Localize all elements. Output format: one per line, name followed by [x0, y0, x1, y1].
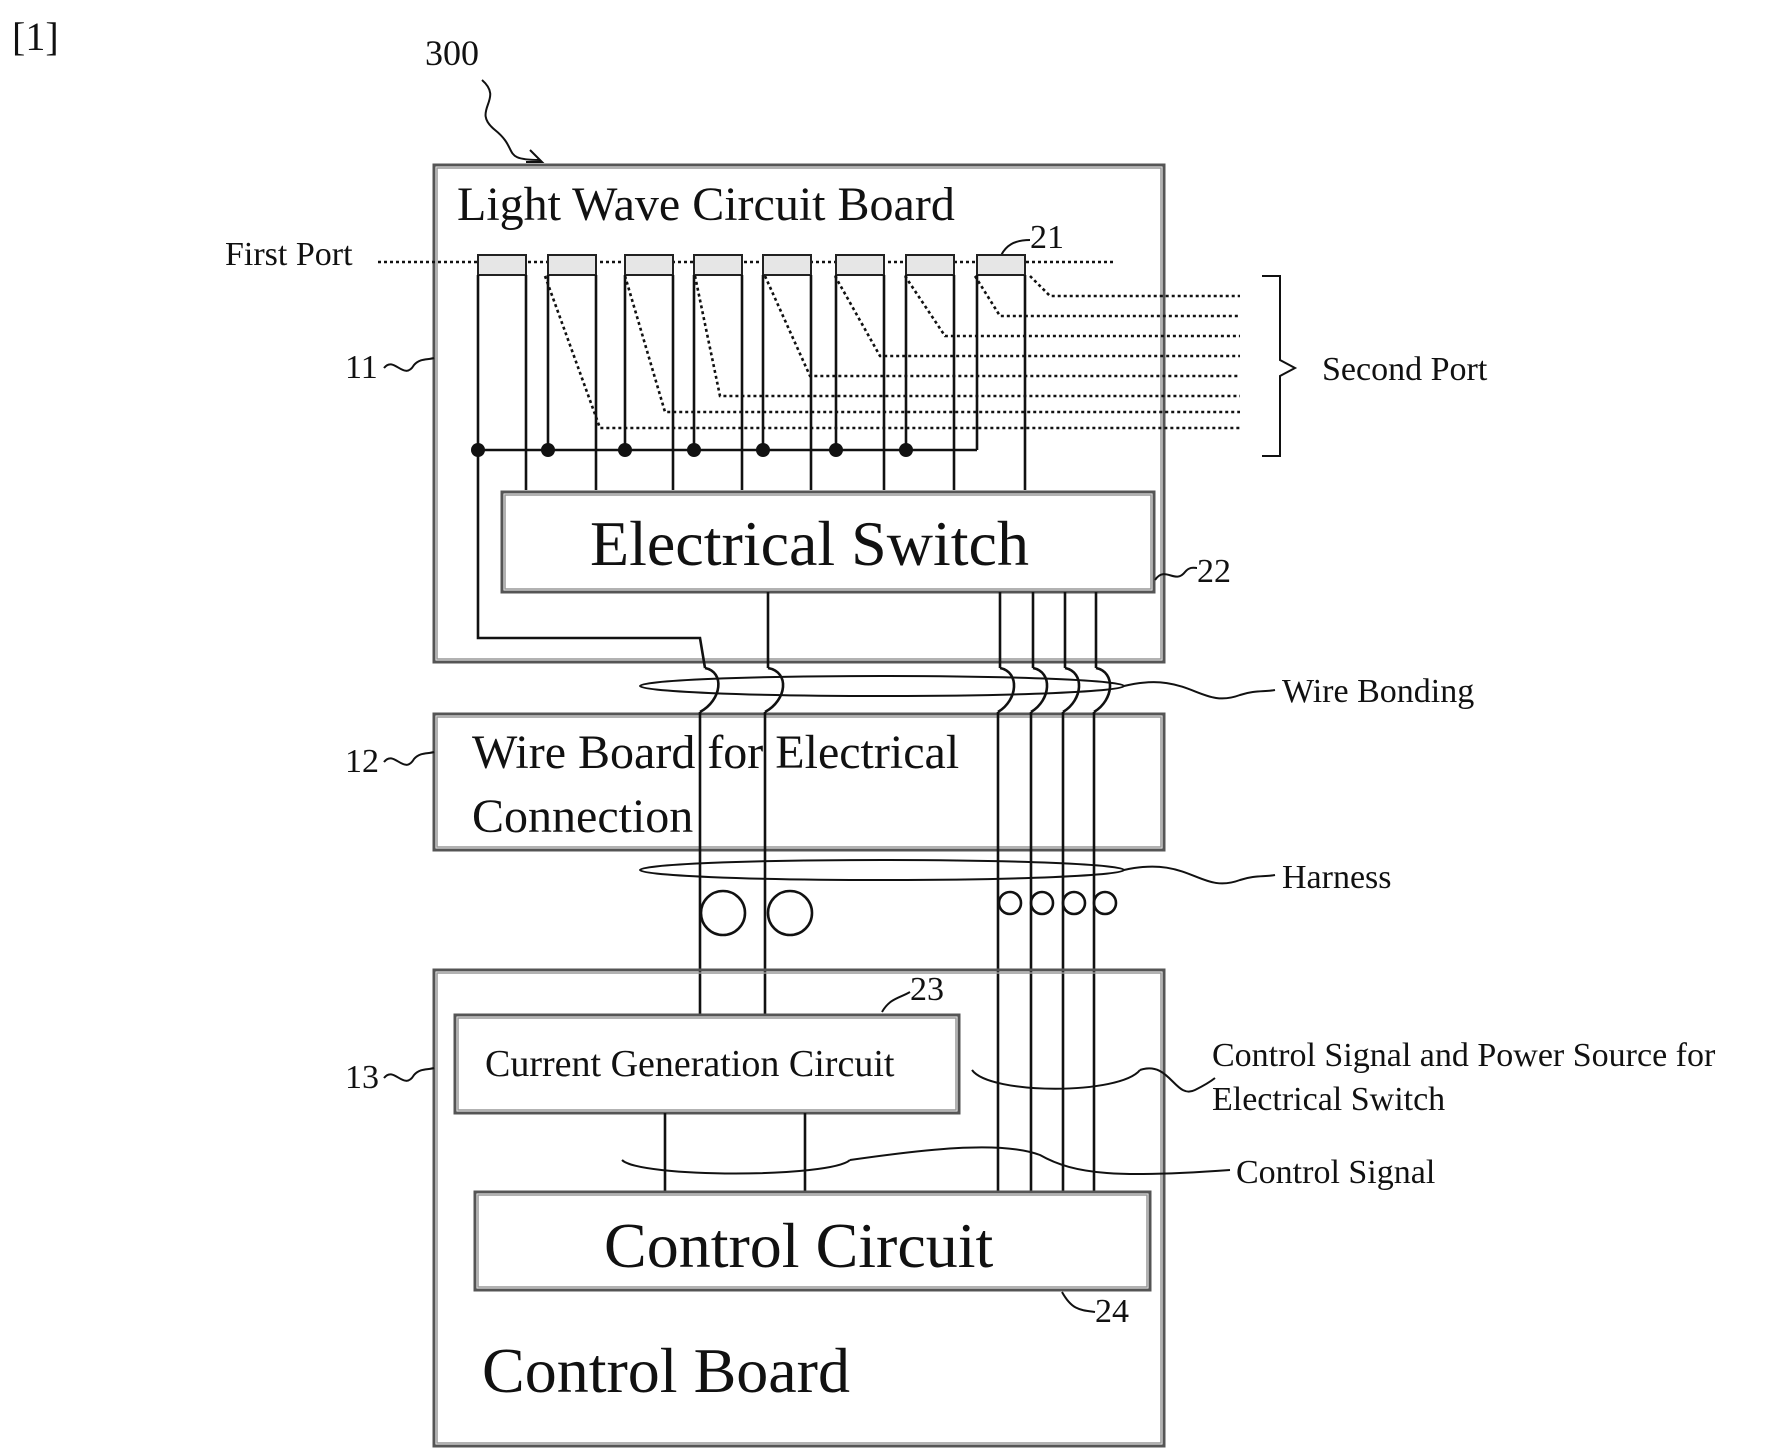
control-board-ref-tilde — [384, 1068, 434, 1081]
harness-leader — [1124, 867, 1275, 884]
control-signal-leader — [850, 1147, 1230, 1174]
harness-cable-circles — [701, 891, 1116, 935]
switch-signal-leader — [1140, 1068, 1215, 1091]
light-wave-board-title: Light Wave Circuit Board — [457, 178, 955, 231]
optical-paths — [545, 276, 1240, 428]
control-circuit-label: Control Circuit — [604, 1210, 994, 1281]
current-generation-ref-tilde — [882, 992, 910, 1012]
electrical-switch-ref: 22 — [1197, 553, 1231, 590]
switch-signal-line2: Electrical Switch — [1212, 1081, 1445, 1118]
harness-ellipse — [640, 860, 1124, 880]
current-generation-ref: 23 — [910, 971, 944, 1008]
wire-bonding-label: Wire Bonding — [1282, 673, 1474, 710]
switch-signal-line1: Control Signal and Power Source for — [1212, 1037, 1716, 1074]
electrical-switch-label: Electrical Switch — [590, 508, 1029, 579]
heater-wires — [478, 275, 1025, 490]
control-circuit-ref-tilde — [1062, 1292, 1095, 1312]
light-wave-board-ref: 11 — [345, 349, 378, 386]
port-pads — [478, 255, 1025, 275]
pad-ref: 21 — [1030, 219, 1064, 256]
wire-bonding-loops — [700, 668, 1110, 712]
control-signal-arc — [622, 1160, 850, 1174]
wire-bonding-ellipse — [640, 676, 1124, 696]
second-port-label: Second Port — [1322, 351, 1488, 388]
reference-300: 300 — [425, 33, 479, 73]
control-board-ref: 13 — [345, 1059, 379, 1096]
wire-bonding-leader — [1124, 682, 1275, 698]
light-wave-board-ref-tilde — [384, 358, 434, 371]
wire-board-line2: Connection — [472, 790, 693, 843]
wire-board-ref: 12 — [345, 743, 379, 780]
first-port-label: First Port — [225, 236, 353, 273]
current-generation-label: Current Generation Circuit — [485, 1043, 895, 1085]
wire-board-ref-tilde — [384, 752, 434, 765]
control-circuit-ref: 24 — [1095, 1293, 1129, 1330]
control-signal-label: Control Signal — [1236, 1154, 1435, 1191]
reference-300-arrow — [482, 80, 540, 160]
figure-number: [1] — [12, 14, 59, 59]
control-board-title: Control Board — [482, 1335, 850, 1406]
harness-label: Harness — [1282, 859, 1392, 896]
second-port-brace — [1262, 276, 1295, 456]
wire-board-line1: Wire Board for Electrical — [472, 726, 959, 779]
